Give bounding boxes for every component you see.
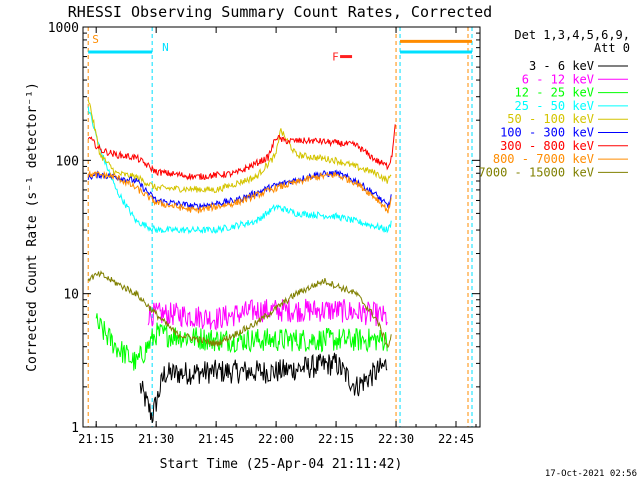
x-tick-label-1: 21:30 bbox=[138, 432, 174, 446]
legend-title-line-2: Att 0 bbox=[594, 41, 630, 55]
x-tick-label-3: 22:00 bbox=[258, 432, 294, 446]
legend-label-2: 12 - 25 keV bbox=[515, 86, 594, 100]
legend-label-1: 6 - 12 keV bbox=[522, 72, 594, 86]
series-line-6 bbox=[87, 124, 396, 181]
y-axis-label: Corrected Count Rate (s⁻¹ detector⁻¹) bbox=[25, 82, 40, 372]
timestamp: 17-Oct-2021 02:56 bbox=[545, 469, 637, 479]
legend-label-0: 3 - 6 keV bbox=[529, 59, 594, 73]
x-tick-label-2: 21:45 bbox=[198, 432, 234, 446]
legend-label-8: 7000 - 15000 keV bbox=[478, 165, 594, 179]
series-line-2 bbox=[95, 313, 388, 371]
chart-title: RHESSI Observing Summary Count Rates, Co… bbox=[68, 3, 492, 21]
annotation-s: S bbox=[92, 33, 99, 46]
series-line-0 bbox=[139, 352, 388, 423]
y-tick-label-0: 1 bbox=[71, 421, 79, 436]
x-tick-label-4: 22:15 bbox=[318, 432, 354, 446]
series-line-7 bbox=[87, 170, 392, 214]
x-axis: 21:15 21:30 21:45 22:00 22:15 22:30 22:45 bbox=[78, 27, 477, 446]
x-tick-label-6: 22:45 bbox=[438, 432, 474, 446]
legend-label-4: 50 - 100 keV bbox=[507, 112, 594, 126]
legend-title-line-1: Det 1,3,4,5,6,9, bbox=[514, 28, 630, 42]
annotation-f: F bbox=[332, 51, 339, 64]
y-tick-label-1: 10 bbox=[63, 288, 79, 303]
y-axis: 1 10 100 1000 bbox=[48, 21, 480, 436]
series-line-8 bbox=[87, 270, 392, 349]
x-tick-label-0: 21:15 bbox=[78, 432, 114, 446]
series-line-1 bbox=[147, 298, 388, 331]
annotation-n: N bbox=[162, 41, 169, 54]
legend-label-5: 100 - 300 keV bbox=[500, 126, 594, 140]
legend-label-6: 300 - 800 keV bbox=[500, 139, 594, 153]
legend-label-3: 25 - 50 keV bbox=[515, 99, 594, 113]
series-line-4 bbox=[87, 99, 392, 194]
legend-label-7: 800 - 7000 keV bbox=[493, 152, 594, 166]
plot-area bbox=[87, 27, 473, 427]
y-tick-label-2: 100 bbox=[56, 154, 79, 169]
series-line-3 bbox=[87, 106, 392, 235]
x-tick-label-5: 22:30 bbox=[378, 432, 414, 446]
plot-frame bbox=[82, 26, 481, 428]
x-axis-label: Start Time (25-Apr-04 21:11:42) bbox=[160, 457, 403, 472]
series-line-5 bbox=[87, 169, 392, 210]
y-tick-label-3: 1000 bbox=[48, 21, 79, 36]
